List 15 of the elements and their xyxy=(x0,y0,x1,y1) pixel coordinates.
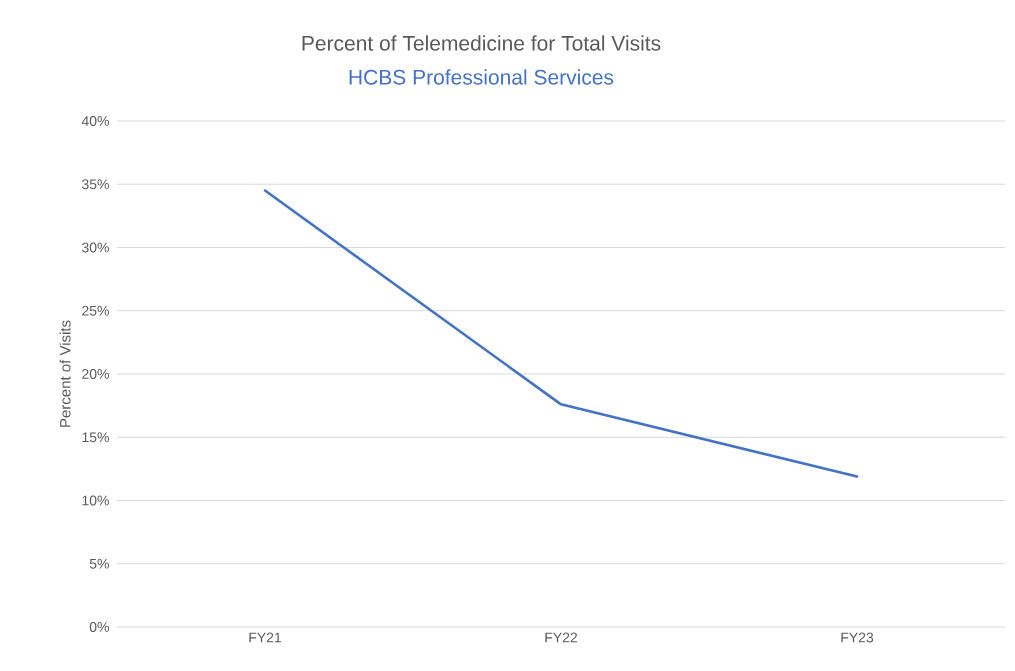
y-tick-label: 0% xyxy=(89,622,109,632)
y-tick-label: 15% xyxy=(82,432,109,443)
y-tick-label: 40% xyxy=(81,116,109,126)
x-tick-label: FY23 xyxy=(841,632,874,643)
y-axis-title: Percent of Visits xyxy=(59,320,71,427)
y-tick-label: 5% xyxy=(89,558,109,569)
y-tick-label: 35% xyxy=(81,179,109,190)
x-tick-label: FY22 xyxy=(545,632,578,643)
y-tick-label: 10% xyxy=(82,495,109,506)
x-tick-label: FY21 xyxy=(249,632,282,643)
chart-subtitle: HCBS Professional Services xyxy=(349,69,614,85)
chart-title: Percent of Telemedicine for Total Visits xyxy=(302,35,661,51)
y-tick-label: 25% xyxy=(82,305,109,316)
y-tick-label: 30% xyxy=(81,242,109,253)
y-tick-label: 20% xyxy=(82,369,109,379)
